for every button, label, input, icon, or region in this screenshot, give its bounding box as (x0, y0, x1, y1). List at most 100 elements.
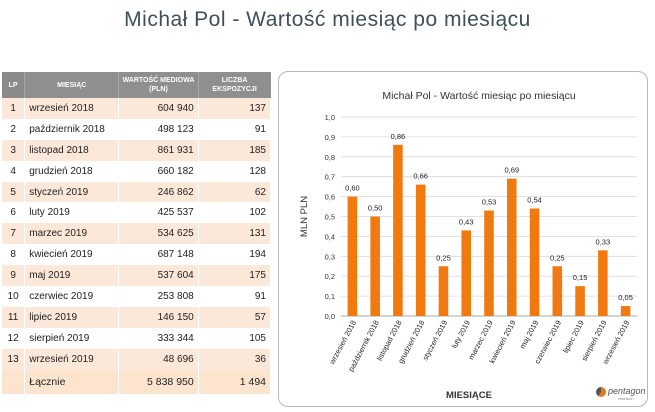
logo-text: pentagon (608, 386, 646, 396)
bar (598, 250, 608, 316)
table-row: 1 wrzesień 2018 604 940 137 (2, 98, 272, 119)
total-lp (2, 369, 26, 394)
cell-lp: 5 (2, 181, 26, 203)
cell-value: 660 182 (118, 160, 199, 182)
y-axis-label: MLN PLN (299, 196, 310, 237)
chart-title: Michał Pol - Wartość miesiąc po miesiącu (382, 90, 575, 102)
cell-value: 498 123 (118, 118, 199, 140)
bar-chart: Michał Pol - Wartość miesiąc po miesiącu… (299, 90, 637, 401)
cell-month: wrzesień 2019 (24, 348, 120, 370)
table-row: 11 lipiec 2019 146 150 57 (2, 306, 272, 328)
total-count: 1 494 (198, 369, 272, 394)
data-table: LP MIESIĄC WARTOŚĆ MEDIOWA (PLN) LICZBA … (2, 72, 272, 394)
cell-month: lipiec 2019 (24, 306, 120, 328)
table-row: 5 styczeń 2019 246 862 62 (2, 181, 272, 203)
table-row: 8 kwiecień 2019 687 148 194 (2, 244, 272, 266)
x-tick-label: luty 2019 (450, 319, 472, 350)
table-row: 13 wrzesień 2019 48 696 36 (2, 348, 272, 370)
y-tick-label: 0,1 (325, 292, 335, 301)
table-row: 9 maj 2019 537 604 175 (2, 265, 272, 287)
cell-lp: 2 (2, 118, 26, 140)
cell-value: 333 344 (118, 327, 199, 349)
y-tick-label: 0,4 (325, 232, 335, 241)
cell-month: maj 2019 (24, 265, 120, 287)
data-label: 0,53 (482, 198, 497, 207)
y-tick-label: 0,5 (325, 213, 335, 222)
y-tick-label: 0,0 (325, 312, 335, 321)
header-value: WARTOŚĆ MEDIOWA (PLN) (118, 72, 199, 98)
cell-value: 861 931 (118, 139, 199, 161)
bar (552, 266, 563, 316)
data-label: 0,50 (368, 204, 383, 213)
cell-value: 537 604 (118, 265, 199, 287)
cell-count: 137 (198, 98, 272, 119)
chart-panel: Michał Pol - Wartość miesiąc po miesiącu… (278, 71, 648, 407)
bar (370, 216, 380, 316)
data-label: 0,33 (596, 237, 611, 246)
data-label: 0,60 (345, 184, 360, 193)
cell-lp: 1 (2, 98, 26, 119)
table-row: 2 październik 2018 498 123 91 (2, 118, 272, 140)
y-tick-label: 0,3 (325, 252, 335, 261)
cell-count: 91 (198, 118, 272, 140)
x-tick-label: lipiec 2019 (561, 319, 586, 355)
cell-value: 425 537 (118, 202, 199, 224)
bar (506, 178, 517, 316)
table-row: 3 listopad 2018 861 931 185 (2, 139, 272, 161)
cell-value: 253 808 (118, 286, 199, 307)
cell-value: 246 862 (118, 181, 199, 203)
table-total-row: Łącznie 5 838 950 1 494 (2, 369, 272, 394)
data-label: 0,25 (550, 253, 565, 262)
data-label: 0,25 (436, 253, 451, 262)
bar (415, 184, 426, 316)
logo-subtext: research (618, 396, 634, 401)
cell-lp: 9 (2, 265, 26, 287)
data-label: 0,05 (618, 293, 633, 302)
bar (484, 210, 494, 316)
table-header-row: LP MIESIĄC WARTOŚĆ MEDIOWA (PLN) LICZBA … (2, 72, 271, 98)
cell-count: 131 (198, 223, 272, 245)
cell-value: 687 148 (118, 244, 199, 266)
cell-month: czerwiec 2019 (24, 286, 120, 307)
cell-lp: 7 (2, 223, 26, 245)
cell-count: 57 (198, 306, 272, 328)
cell-month: sierpień 2019 (24, 327, 120, 349)
cell-count: 128 (198, 160, 272, 182)
cell-value: 534 625 (118, 223, 199, 245)
cell-lp: 13 (2, 348, 26, 370)
y-tick-label: 0,6 (325, 193, 335, 202)
bar (393, 144, 403, 316)
table-row: 7 marzec 2019 534 625 131 (2, 223, 272, 245)
data-label: 0,43 (459, 217, 474, 226)
total-value: 5 838 950 (118, 369, 199, 394)
cell-value: 146 150 (118, 306, 199, 328)
cell-count: 194 (198, 244, 272, 266)
pentagon-logo: pentagon research (596, 385, 652, 405)
table-row: 4 grudzień 2018 660 182 128 (2, 160, 272, 182)
cell-lp: 6 (2, 202, 26, 224)
header-lp: LP (2, 72, 26, 98)
bar (529, 208, 540, 316)
cell-month: listopad 2018 (24, 139, 120, 161)
bar (438, 266, 449, 316)
cell-count: 185 (198, 139, 272, 161)
cell-count: 105 (198, 327, 272, 349)
y-tick-label: 1,0 (325, 113, 335, 122)
cell-lp: 10 (2, 286, 26, 307)
header-month: MIESIĄC (24, 72, 120, 98)
table-row: 6 luty 2019 425 537 102 (2, 202, 272, 224)
data-label: 0,69 (504, 166, 519, 175)
cell-month: luty 2019 (24, 202, 120, 224)
y-tick-label: 0,2 (325, 272, 335, 281)
cell-count: 36 (198, 348, 272, 370)
data-label: 0,66 (413, 172, 428, 181)
table-row: 12 sierpień 2019 333 344 105 (2, 327, 272, 349)
cell-month: październik 2018 (24, 118, 120, 140)
cell-lp: 4 (2, 160, 26, 182)
cell-lp: 12 (2, 327, 26, 349)
cell-month: marzec 2019 (24, 223, 120, 245)
x-axis-label: MIESIĄCE (446, 390, 492, 401)
data-label: 0,86 (391, 132, 406, 141)
cell-count: 62 (198, 181, 272, 203)
cell-lp: 11 (2, 306, 26, 328)
